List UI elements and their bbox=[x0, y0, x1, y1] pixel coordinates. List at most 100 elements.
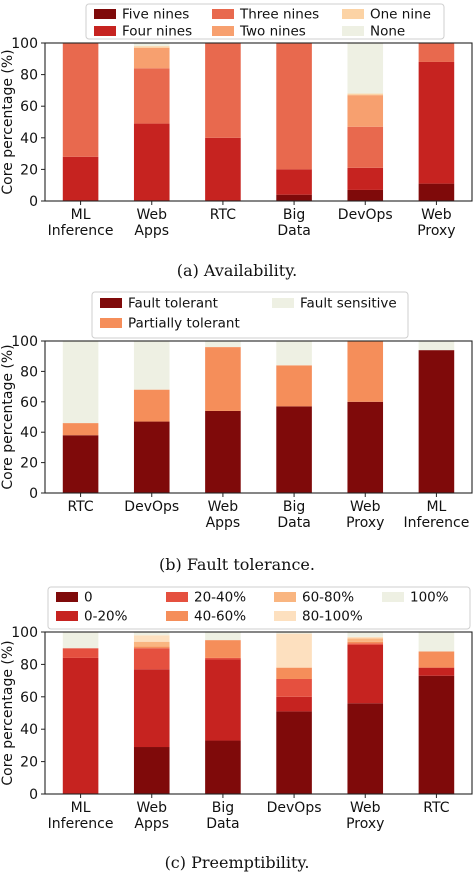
bar-four-nines-rtc bbox=[205, 137, 241, 201]
bar-20-40pct-ml-inference bbox=[62, 648, 99, 658]
x-tick-label: ML bbox=[71, 800, 91, 816]
bar-fault-sensitive-rtc bbox=[62, 341, 99, 424]
axes-frame bbox=[44, 42, 473, 202]
bar-0-20pct-web-apps bbox=[133, 669, 170, 748]
y-tick-label: 20 bbox=[20, 456, 38, 472]
x-tick-label: Proxy bbox=[346, 816, 384, 832]
y-axis-label: Core percentage (%) bbox=[0, 344, 16, 489]
bar-partially-tolerant-rtc bbox=[62, 423, 99, 436]
y-tick-label: 40 bbox=[20, 425, 38, 441]
bars bbox=[62, 43, 455, 201]
bar-three-nines-web-proxy bbox=[418, 43, 455, 62]
legend-label-0-20pct: 0-20% bbox=[84, 609, 128, 625]
x-tick-label: Data bbox=[277, 223, 310, 239]
legend-swatch-fault-sensitive bbox=[272, 298, 294, 308]
x-tick-label: Web bbox=[350, 800, 381, 816]
x-tick-label: ML bbox=[71, 207, 91, 223]
bar-four-nines-web-apps bbox=[133, 123, 170, 201]
bar-80-100pct-web-proxy bbox=[347, 636, 384, 639]
bar-four-nines-big-data bbox=[276, 169, 312, 195]
bar-five-nines-web-proxy bbox=[418, 183, 455, 201]
x-tick-label: Web bbox=[421, 207, 452, 223]
bar-40-60pct-web-apps bbox=[133, 646, 170, 649]
y-tick-label: 100 bbox=[11, 334, 38, 350]
bar-fault-tolerant-devops bbox=[133, 421, 170, 493]
bar-five-nines-big-data bbox=[276, 194, 312, 201]
y-axis-label: Core percentage (%) bbox=[0, 640, 16, 785]
y-tick-label: 20 bbox=[20, 755, 38, 771]
bar-0-20pct-web-proxy bbox=[347, 644, 384, 704]
bar-100pct-rtc bbox=[418, 632, 455, 652]
bar-0-rtc bbox=[418, 675, 455, 794]
bar-40-60pct-devops bbox=[276, 667, 312, 679]
bar-0-20pct-devops bbox=[276, 696, 312, 712]
x-axis: RTC DevOps WebAppsBigDataWebProxyMLInferen… bbox=[67, 493, 469, 531]
legend-swatch-0 bbox=[56, 592, 78, 602]
legend-label-none: None bbox=[370, 24, 405, 40]
x-tick-label: RTC bbox=[423, 800, 449, 816]
x-tick-label: DevOps bbox=[124, 499, 179, 515]
x-tick-label: Big bbox=[212, 800, 234, 816]
legend-label-three-nines: Three nines bbox=[239, 7, 319, 23]
bar-fault-tolerant-web-apps bbox=[205, 410, 241, 493]
bar-one-nine-web-apps bbox=[133, 46, 170, 48]
legend-swatch-40-60pct bbox=[166, 611, 188, 621]
x-tick-label: Inference bbox=[404, 515, 470, 531]
bar-three-nines-rtc bbox=[205, 43, 241, 138]
y-axis: 0 20 40 60 80 100 bbox=[11, 334, 45, 502]
legend-label-partially-tolerant: Partially tolerant bbox=[128, 316, 240, 332]
bar-20-40pct-web-proxy bbox=[347, 643, 384, 645]
bar-80-100pct-devops bbox=[276, 633, 312, 668]
legend-label-20-40pct: 20-40% bbox=[194, 590, 246, 606]
legend-label-fault-tolerant: Fault tolerant bbox=[128, 296, 218, 312]
legend-label-four-nines: Four nines bbox=[122, 24, 192, 40]
bar-100pct-big-data bbox=[205, 632, 241, 641]
bar-five-nines-devops bbox=[347, 189, 384, 201]
legend-swatch-three-nines bbox=[212, 9, 234, 19]
legend-label-60-80pct: 60-80% bbox=[302, 590, 354, 606]
bars bbox=[62, 632, 455, 794]
legend: 0 0-20% 20-40% 40-60% 60-80% 80-100% 100% bbox=[47, 586, 471, 630]
y-tick-label: 80 bbox=[20, 364, 38, 380]
y-axis-label: Core percentage (%) bbox=[0, 49, 16, 194]
legend: Fault tolerant Partially tolerant Fault se… bbox=[91, 291, 409, 339]
bar-100pct-web-proxy bbox=[347, 632, 384, 637]
y-tick-label: 40 bbox=[20, 131, 38, 147]
legend-swatch-fault-tolerant bbox=[100, 298, 122, 308]
y-axis: 0 20 40 60 80 100 bbox=[11, 36, 45, 210]
bar-partially-tolerant-web-apps bbox=[205, 347, 241, 411]
figure-caption: (a) Availability. bbox=[177, 261, 297, 280]
x-tick-label: Apps bbox=[134, 816, 169, 832]
bar-20-40pct-web-apps bbox=[133, 648, 170, 670]
y-tick-label: 0 bbox=[29, 194, 38, 210]
bar-80-100pct-web-apps bbox=[133, 635, 170, 642]
x-tick-label: Apps bbox=[206, 515, 241, 531]
x-tick-label: RTC bbox=[67, 499, 93, 515]
legend-box bbox=[91, 291, 409, 339]
bar-20-40pct-devops bbox=[276, 678, 312, 697]
y-tick-label: 0 bbox=[29, 787, 38, 803]
x-tick-label: Inference bbox=[48, 816, 114, 832]
axes-frame bbox=[44, 340, 473, 494]
legend-swatch-four-nines bbox=[94, 26, 116, 36]
y-tick-label: 80 bbox=[20, 657, 38, 673]
bar-partially-tolerant-devops bbox=[133, 389, 170, 422]
x-tick-label: Inference bbox=[48, 223, 114, 239]
bar-fault-sensitive-big-data bbox=[276, 341, 312, 366]
legend-swatch-100pct bbox=[382, 592, 404, 602]
bar-partially-tolerant-web-proxy bbox=[347, 341, 384, 402]
bar-partially-tolerant-big-data bbox=[276, 365, 312, 407]
bar-0-20pct-rtc bbox=[418, 667, 455, 676]
legend-swatch-partially-tolerant bbox=[100, 318, 122, 328]
bar-0-20pct-big-data bbox=[205, 659, 241, 741]
y-tick-label: 100 bbox=[11, 625, 38, 641]
legend-swatch-none bbox=[342, 26, 364, 36]
legend-swatch-0-20pct bbox=[56, 611, 78, 621]
y-tick-label: 60 bbox=[20, 99, 38, 115]
